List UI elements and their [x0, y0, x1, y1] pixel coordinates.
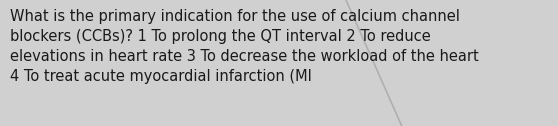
Text: What is the primary indication for the use of calcium channel
blockers (CCBs)? 1: What is the primary indication for the u…: [10, 9, 479, 84]
